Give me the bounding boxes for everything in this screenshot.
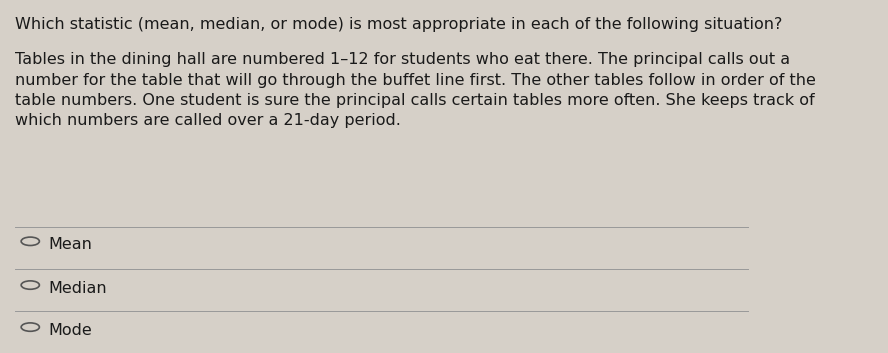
- Text: Mode: Mode: [49, 323, 92, 337]
- Text: Mean: Mean: [49, 237, 92, 252]
- Text: Which statistic (mean, median, or mode) is most appropriate in each of the follo: Which statistic (mean, median, or mode) …: [15, 17, 782, 32]
- Text: Median: Median: [49, 281, 107, 295]
- Text: Tables in the dining hall are numbered 1–12 for students who eat there. The prin: Tables in the dining hall are numbered 1…: [15, 52, 816, 128]
